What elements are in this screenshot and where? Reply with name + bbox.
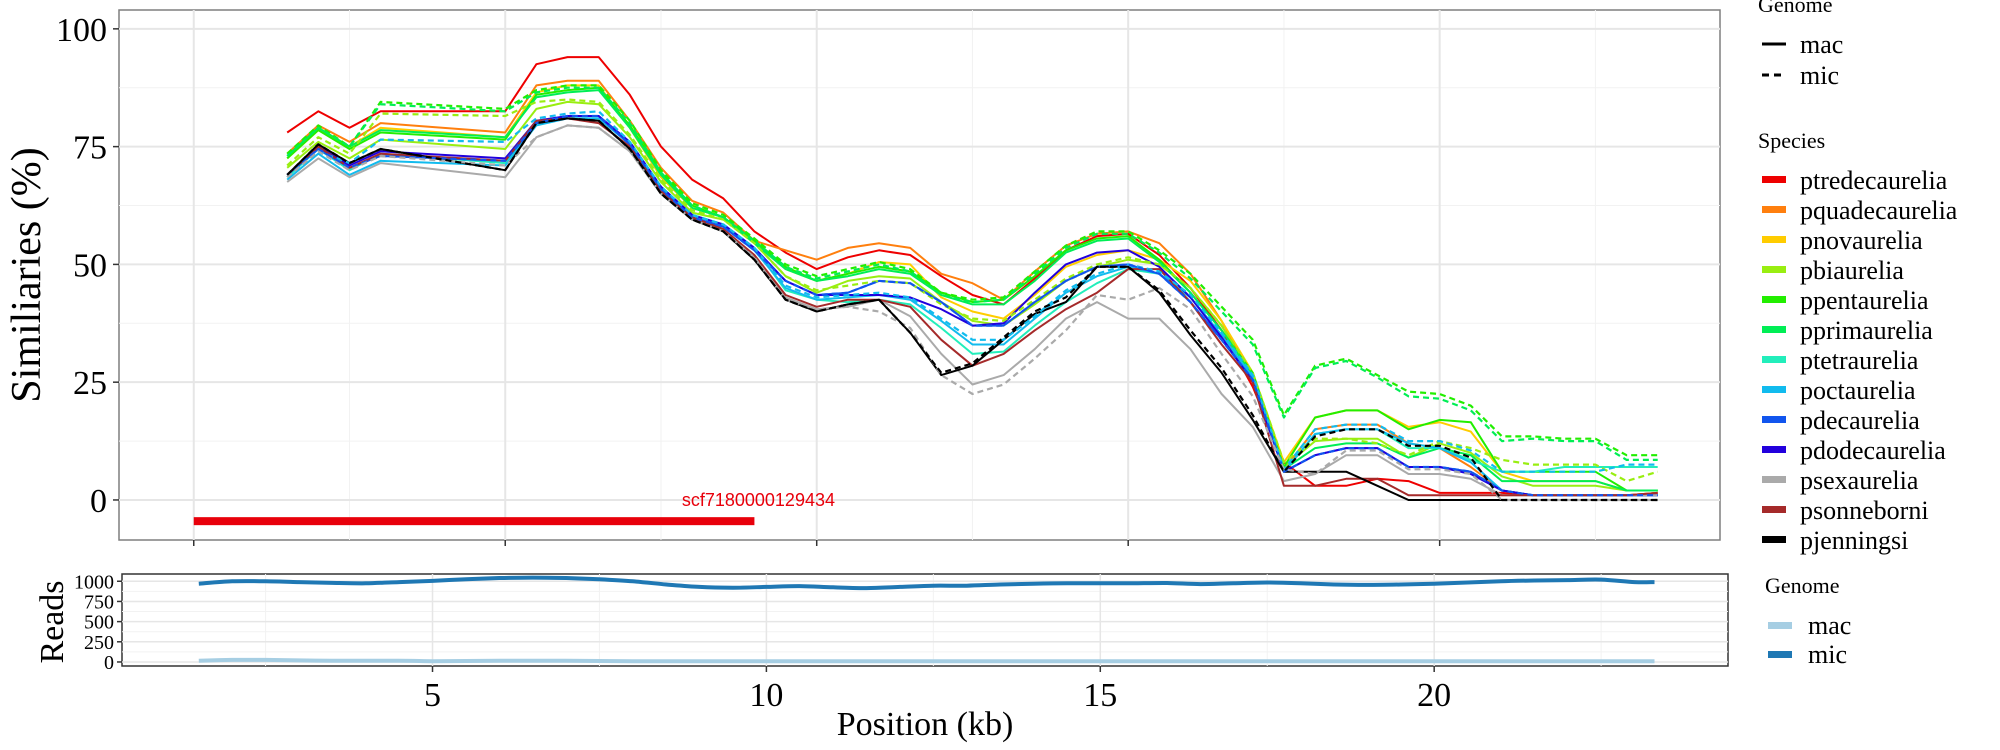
similarity-y-axis: 0 25 50 75 100 bbox=[56, 12, 119, 520]
x-tick-label: 10 bbox=[749, 677, 783, 714]
legend-color-key-pnovaurelia bbox=[1762, 236, 1786, 243]
species-legend: Species ptredecaureliapquadecaureliapnov… bbox=[1758, 128, 1958, 555]
series-line-pjenningsi-mic bbox=[286, 117, 1658, 502]
legend-item-label: mic bbox=[1800, 61, 1839, 90]
x-tick-label: 5 bbox=[424, 677, 441, 714]
legend-item-label: psonneborni bbox=[1800, 496, 1929, 525]
series-line-poctaurelia-mac bbox=[286, 117, 1658, 497]
legend-color-key-pbiaurelia bbox=[1762, 266, 1786, 273]
reads-line-mac bbox=[198, 657, 1655, 664]
x-axis-title: Position (kb) bbox=[837, 706, 1014, 743]
similarity-grid bbox=[119, 10, 1720, 540]
legend-item-label: mac bbox=[1808, 611, 1851, 640]
y-tick-label: 25 bbox=[73, 365, 107, 402]
legend-color-key-pdodecaurelia bbox=[1762, 446, 1786, 453]
legend-color-key-mic bbox=[1768, 651, 1792, 658]
legend-item-label: poctaurelia bbox=[1800, 376, 1916, 405]
y-tick-label: 50 bbox=[73, 247, 107, 284]
series-line-psexaurelia-mic bbox=[286, 124, 1658, 502]
series-line-pdecaurelia-mic bbox=[286, 114, 1658, 497]
legend-item-label: mac bbox=[1800, 30, 1843, 59]
genome-linetype-legend: Genome mac mic bbox=[1758, 0, 1843, 90]
x-tick-label: 15 bbox=[1083, 677, 1117, 714]
legend-color-key-mac bbox=[1768, 622, 1792, 629]
y-tick-label: 500 bbox=[84, 612, 114, 634]
legend-title: Genome bbox=[1765, 573, 1840, 598]
series-line-psexaurelia-mac bbox=[286, 124, 1658, 497]
legend-item-label: ptetraurelia bbox=[1800, 346, 1919, 375]
legend-color-key-pdecaurelia bbox=[1762, 416, 1786, 423]
legend-color-key-ptetraurelia bbox=[1762, 356, 1786, 363]
legend-item-label: ppentaurelia bbox=[1800, 286, 1929, 315]
legend-color-key-psexaurelia bbox=[1762, 476, 1786, 483]
legend-item-label: pdodecaurelia bbox=[1800, 436, 1946, 465]
legend-color-key-poctaurelia bbox=[1762, 386, 1786, 393]
y-tick-label: 75 bbox=[73, 130, 107, 167]
y-tick-label: 0 bbox=[104, 652, 114, 674]
series-line-poctaurelia-mic bbox=[286, 110, 1658, 473]
legend-title: Species bbox=[1758, 128, 1825, 153]
reads-genome-legend: Genome mac mic bbox=[1765, 573, 1851, 669]
legend-item-label: psexaurelia bbox=[1800, 466, 1919, 495]
reads-y-axis-title: Reads bbox=[34, 580, 71, 663]
y-tick-label: 1000 bbox=[74, 571, 114, 593]
reads-x-axis: 5 10 15 20 bbox=[424, 666, 1451, 714]
legend-color-key-pquadecaurelia bbox=[1762, 206, 1786, 213]
contig-label: scf7180000129434 bbox=[682, 490, 835, 510]
similarity-y-axis-title: Similiaries (%) bbox=[4, 147, 50, 402]
contig-annotation: scf7180000129434 bbox=[193, 490, 835, 526]
similarity-panel: 0 25 50 75 100 scf7180000129434 Similiaries … bbox=[4, 9, 1721, 546]
legend-color-key-pprimaurelia bbox=[1762, 326, 1786, 333]
legend-item-label: pquadecaurelia bbox=[1800, 196, 1958, 225]
series-line-pbiaurelia-mic bbox=[286, 98, 1659, 483]
x-tick-label: 20 bbox=[1417, 677, 1451, 714]
reads-lines bbox=[198, 575, 1655, 664]
legend-item-label: pjenningsi bbox=[1800, 526, 1908, 555]
similarity-lines bbox=[286, 56, 1659, 502]
legend-item-label: pdecaurelia bbox=[1800, 406, 1920, 435]
series-line-psonneborni-mac bbox=[286, 117, 1658, 497]
legend-item-label: ptredecaurelia bbox=[1800, 166, 1948, 195]
legend-item-label: pprimaurelia bbox=[1800, 316, 1933, 345]
legend-color-key-ppentaurelia bbox=[1762, 296, 1786, 303]
y-tick-label: 0 bbox=[90, 483, 107, 520]
contig-bar bbox=[193, 517, 755, 526]
legend-title: Genome bbox=[1758, 0, 1833, 17]
legend-color-key-pjenningsi bbox=[1762, 536, 1786, 543]
legend-color-key-psonneborni bbox=[1762, 506, 1786, 513]
series-line-pprimaurelia-mic bbox=[286, 86, 1658, 461]
legend-item-label: pbiaurelia bbox=[1800, 256, 1904, 285]
reads-panel-border bbox=[121, 573, 1729, 667]
y-tick-label: 750 bbox=[84, 591, 114, 613]
legend-item-label: mic bbox=[1808, 640, 1847, 669]
legend-item-label: pnovaurelia bbox=[1800, 226, 1923, 255]
similarity-x-axis bbox=[193, 540, 1441, 546]
y-tick-label: 250 bbox=[84, 632, 114, 654]
y-tick-label: 100 bbox=[56, 12, 107, 49]
series-line-ppentaurelia-mic bbox=[286, 84, 1658, 457]
reads-line-mic bbox=[198, 575, 1655, 591]
series-line-ppentaurelia-mac bbox=[286, 86, 1658, 492]
legend-color-key-ptredecaurelia bbox=[1762, 176, 1786, 183]
